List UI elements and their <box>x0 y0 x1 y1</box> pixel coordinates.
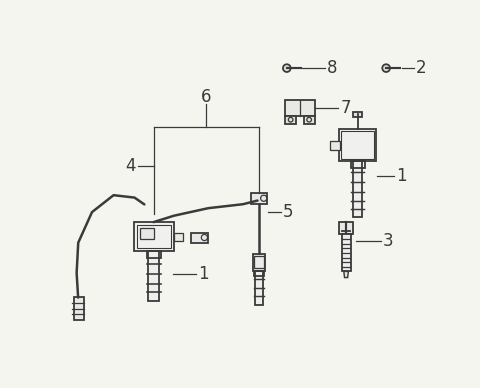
Bar <box>353 161 362 217</box>
Text: 8: 8 <box>327 59 337 77</box>
Text: 1: 1 <box>396 167 407 185</box>
Bar <box>254 256 264 268</box>
Circle shape <box>283 64 291 72</box>
Bar <box>73 297 84 320</box>
Bar <box>339 129 376 161</box>
Text: 5: 5 <box>283 203 293 221</box>
Text: 7: 7 <box>341 99 351 117</box>
Bar <box>353 112 362 117</box>
Bar <box>255 270 263 305</box>
Bar <box>133 222 174 251</box>
Text: 4: 4 <box>125 157 136 175</box>
Bar <box>174 233 183 241</box>
Text: 2: 2 <box>415 59 426 77</box>
Bar <box>351 161 365 168</box>
Bar <box>341 131 374 159</box>
Bar <box>137 225 170 248</box>
Bar <box>253 254 265 270</box>
Bar <box>148 251 159 301</box>
Bar <box>252 193 267 204</box>
Bar <box>285 100 314 116</box>
Bar <box>147 251 160 258</box>
Circle shape <box>382 64 390 72</box>
Bar <box>304 116 314 123</box>
Polygon shape <box>344 271 348 277</box>
Bar <box>140 228 154 239</box>
Bar <box>342 234 351 271</box>
Bar <box>192 233 208 243</box>
Bar <box>330 140 340 150</box>
Bar <box>285 116 296 123</box>
Bar <box>254 270 264 276</box>
Text: 6: 6 <box>201 88 211 106</box>
Text: 1: 1 <box>198 265 209 283</box>
Bar <box>339 222 353 234</box>
Text: 3: 3 <box>383 232 394 250</box>
